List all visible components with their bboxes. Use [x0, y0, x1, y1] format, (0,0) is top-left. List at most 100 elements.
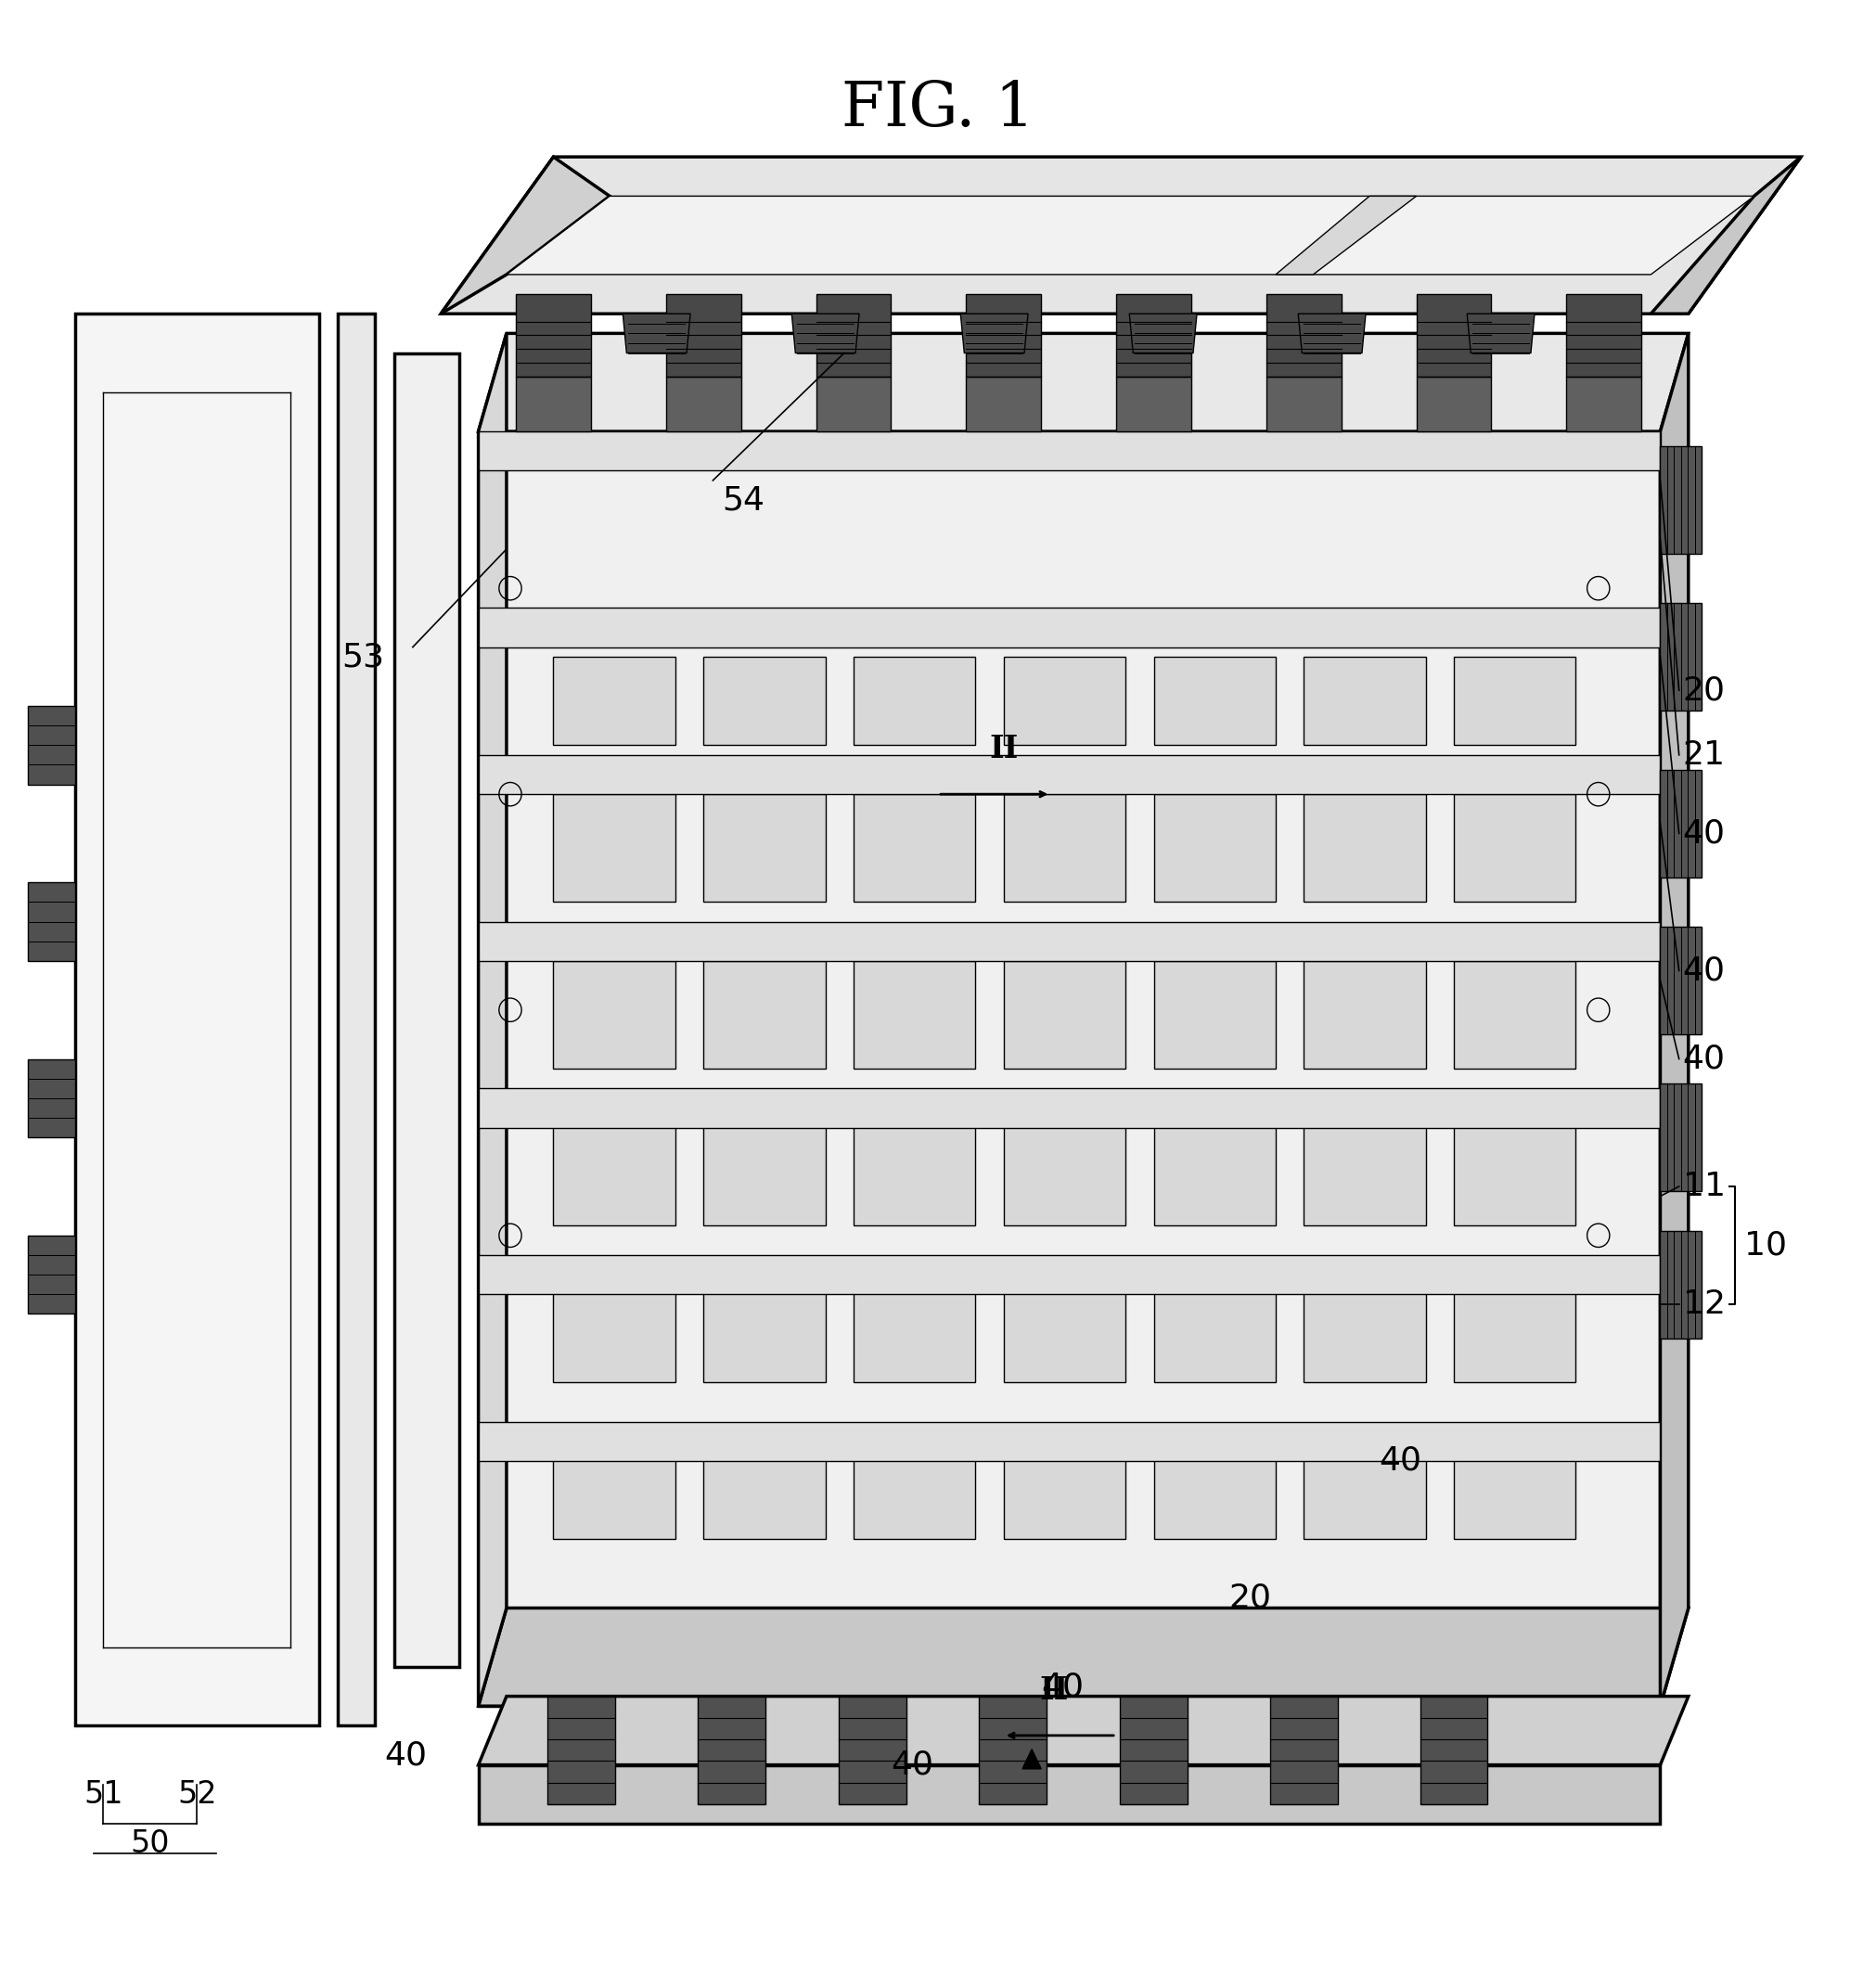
Polygon shape — [553, 1432, 675, 1539]
Text: 40: 40 — [1683, 955, 1726, 986]
Polygon shape — [666, 377, 741, 431]
Text: 53: 53 — [341, 641, 385, 673]
Polygon shape — [1454, 961, 1576, 1069]
Polygon shape — [1651, 157, 1801, 314]
Polygon shape — [854, 1275, 976, 1383]
Polygon shape — [478, 1696, 1688, 1765]
Polygon shape — [478, 1608, 1688, 1706]
Polygon shape — [478, 333, 1688, 431]
Polygon shape — [1660, 1232, 1702, 1339]
Polygon shape — [553, 1118, 675, 1226]
Polygon shape — [478, 431, 1660, 1706]
Text: II: II — [1039, 1675, 1069, 1706]
Polygon shape — [478, 755, 1660, 794]
Polygon shape — [1129, 314, 1197, 353]
Polygon shape — [516, 294, 591, 377]
Polygon shape — [1416, 294, 1491, 377]
Polygon shape — [1266, 377, 1341, 431]
Polygon shape — [1004, 1432, 1126, 1539]
Polygon shape — [1420, 1696, 1488, 1804]
Polygon shape — [1454, 1275, 1576, 1383]
Polygon shape — [1660, 333, 1688, 1706]
Text: 40: 40 — [1379, 1445, 1422, 1477]
Polygon shape — [1454, 1118, 1576, 1226]
Polygon shape — [478, 1088, 1660, 1128]
Text: 40: 40 — [891, 1749, 934, 1781]
Text: 10: 10 — [1745, 1230, 1788, 1261]
Polygon shape — [28, 882, 75, 961]
Polygon shape — [478, 431, 1660, 471]
Polygon shape — [1454, 794, 1576, 902]
Polygon shape — [816, 377, 891, 431]
Polygon shape — [1660, 604, 1702, 710]
Polygon shape — [1467, 314, 1535, 353]
Polygon shape — [1004, 961, 1126, 1069]
Polygon shape — [698, 1696, 765, 1804]
Polygon shape — [1454, 1432, 1576, 1539]
Polygon shape — [478, 1255, 1660, 1294]
Polygon shape — [1304, 657, 1426, 745]
Polygon shape — [1660, 771, 1702, 879]
Polygon shape — [816, 294, 891, 377]
Text: 21: 21 — [1683, 739, 1726, 771]
Polygon shape — [1004, 794, 1126, 902]
Polygon shape — [1154, 657, 1276, 745]
Polygon shape — [1154, 1275, 1276, 1383]
Text: 40: 40 — [1683, 818, 1726, 849]
Polygon shape — [704, 1118, 825, 1226]
Polygon shape — [1454, 657, 1576, 745]
Polygon shape — [1154, 794, 1276, 902]
Polygon shape — [854, 1432, 976, 1539]
Polygon shape — [1154, 961, 1276, 1069]
Polygon shape — [1116, 294, 1191, 377]
Text: 40: 40 — [1041, 1671, 1084, 1702]
Polygon shape — [1022, 1749, 1041, 1769]
Polygon shape — [1304, 961, 1426, 1069]
Polygon shape — [1276, 196, 1416, 275]
Text: 54: 54 — [722, 484, 765, 516]
Polygon shape — [979, 1696, 1047, 1804]
Polygon shape — [1660, 1082, 1702, 1192]
Polygon shape — [441, 157, 610, 314]
Polygon shape — [1660, 447, 1702, 553]
Polygon shape — [1416, 377, 1491, 431]
Polygon shape — [553, 657, 675, 745]
Polygon shape — [854, 657, 976, 745]
Polygon shape — [516, 377, 591, 431]
Polygon shape — [1304, 794, 1426, 902]
Text: FIG. 1: FIG. 1 — [842, 78, 1034, 139]
Text: 12: 12 — [1683, 1288, 1726, 1320]
Polygon shape — [1660, 928, 1702, 1035]
Polygon shape — [478, 1422, 1660, 1461]
Polygon shape — [666, 294, 741, 377]
Polygon shape — [28, 1059, 75, 1137]
Polygon shape — [507, 196, 1754, 275]
Polygon shape — [854, 1118, 976, 1226]
Polygon shape — [1566, 294, 1642, 377]
Polygon shape — [623, 314, 690, 353]
Polygon shape — [1004, 1118, 1126, 1226]
Polygon shape — [1154, 1432, 1276, 1539]
Polygon shape — [1004, 1275, 1126, 1383]
Polygon shape — [1270, 1696, 1338, 1804]
Polygon shape — [704, 794, 825, 902]
Polygon shape — [704, 1432, 825, 1539]
Polygon shape — [338, 314, 375, 1726]
Polygon shape — [1304, 1275, 1426, 1383]
Polygon shape — [1566, 377, 1642, 431]
Text: 20: 20 — [1683, 675, 1726, 706]
Polygon shape — [792, 314, 859, 353]
Polygon shape — [1304, 1118, 1426, 1226]
Text: 11: 11 — [1683, 1171, 1726, 1202]
Polygon shape — [553, 794, 675, 902]
Polygon shape — [548, 1696, 615, 1804]
Text: 52: 52 — [176, 1779, 218, 1810]
Text: 50: 50 — [129, 1828, 171, 1859]
Polygon shape — [839, 1696, 906, 1804]
Text: 40: 40 — [385, 1739, 428, 1771]
Polygon shape — [854, 794, 976, 902]
Polygon shape — [704, 657, 825, 745]
Polygon shape — [961, 314, 1028, 353]
Text: II: II — [989, 733, 1019, 765]
Polygon shape — [441, 157, 1801, 314]
